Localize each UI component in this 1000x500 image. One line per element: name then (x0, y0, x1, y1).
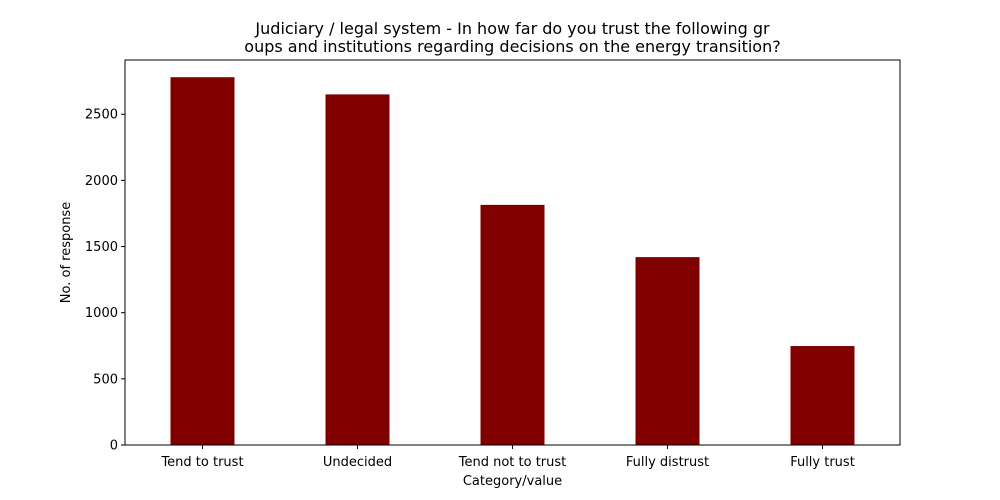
plot-area: Tend to trust Undecided Tend not to trust F… (85, 77, 855, 470)
y-tick-label-3: 1500 (85, 240, 118, 255)
bar-2 (480, 204, 545, 445)
y-tick-label-4: 2000 (85, 174, 118, 189)
x-tick-label-2: Tend not to trust (458, 455, 567, 470)
bar-1 (325, 94, 390, 446)
y-tick-label-0: 0 (110, 439, 118, 454)
x-axis-label: Category/value (463, 474, 562, 489)
bar-0 (170, 77, 235, 445)
chart-title-line-2: oups and institutions regarding decision… (244, 37, 780, 56)
x-tick-label-0: Tend to trust (160, 455, 243, 470)
y-tick-label-1: 500 (93, 372, 118, 387)
x-tick-label-3: Fully distrust (626, 455, 709, 470)
axes-frame (124, 59, 901, 446)
bar-4 (790, 346, 855, 445)
y-tick-label-5: 2500 (85, 108, 118, 123)
chart-title-line-1: Judiciary / legal system - In how far do… (254, 19, 770, 38)
bar-3 (635, 257, 700, 445)
y-axis-label: No. of response (59, 202, 74, 303)
x-tick-label-4: Fully trust (790, 455, 855, 470)
x-tick-label-1: Undecided (323, 455, 392, 470)
y-tick-label-2: 1000 (85, 306, 118, 321)
